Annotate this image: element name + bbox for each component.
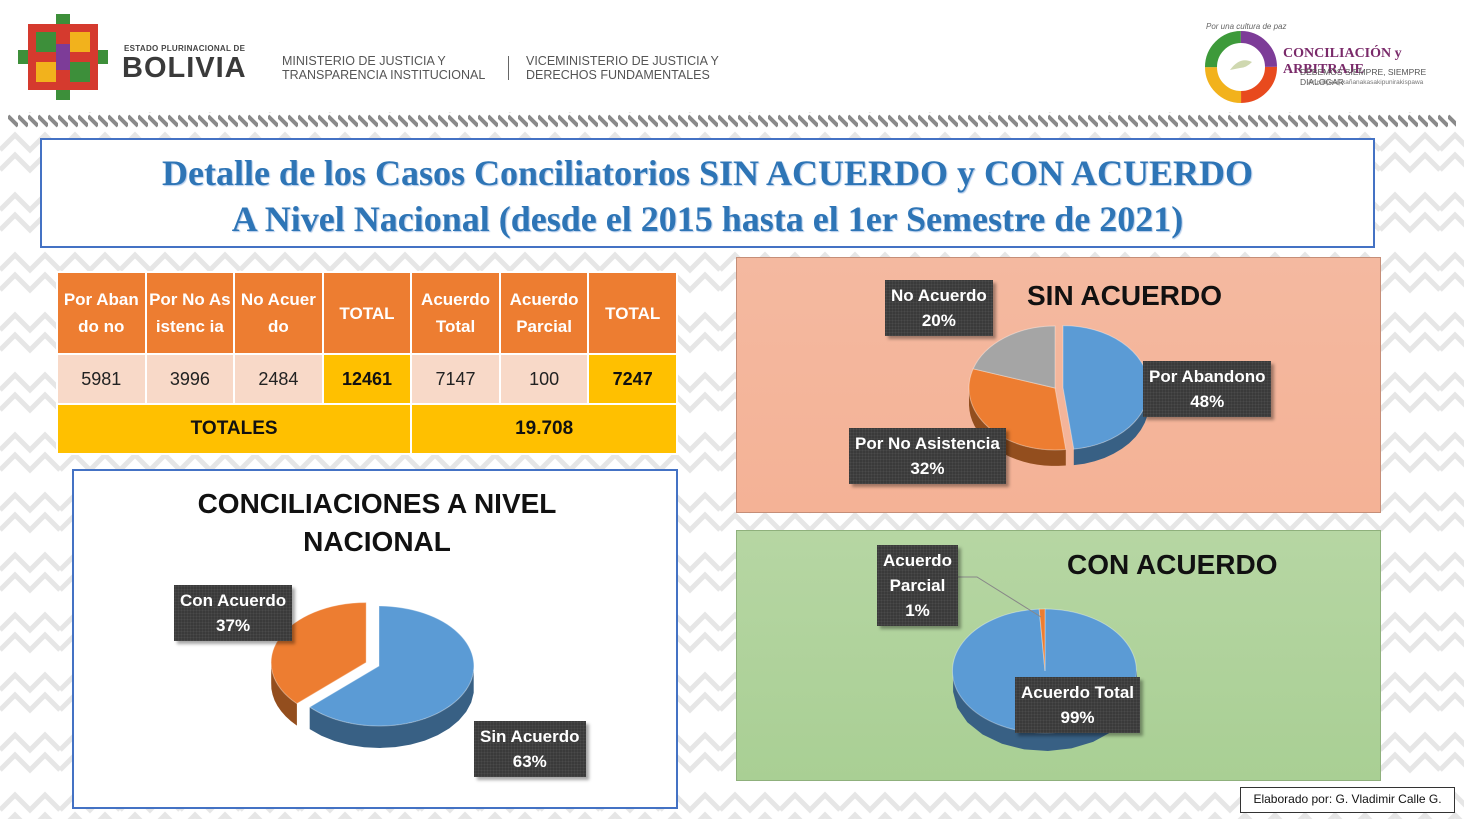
- th-total-con: TOTAL: [587, 271, 678, 355]
- nacional-slice-side-1: [271, 661, 297, 726]
- logo-tagline: Por una cultura de paz: [1206, 22, 1287, 31]
- main-title-box: Detalle de los Casos Conciliatorios SIN …: [40, 138, 1375, 248]
- cell-por-abandono: 5981: [56, 353, 147, 405]
- table-row: 5981 3996 2484 12461 7147 100 7247: [56, 353, 678, 405]
- data-label-con-acuerdo: Con Acuerdo 37%: [174, 585, 293, 641]
- con-acuerdo-slice-1: [1038, 608, 1046, 672]
- chart-title-sin-acuerdo: SIN ACUERDO: [1027, 280, 1222, 311]
- chart-panel-con-acuerdo: CON ACUERDO Acuerdo Parcial 1% Acuerdo T…: [736, 530, 1381, 781]
- cell-total-con: 7247: [587, 353, 678, 405]
- title-line-1: Detalle de los Casos Conciliatorios SIN …: [161, 153, 1254, 193]
- data-label-acuerdo-parcial: Acuerdo Parcial 1%: [877, 545, 958, 626]
- estado-plurinacional-text: ESTADO PLURINACIONAL DE: [124, 44, 246, 53]
- pie-chart-nacional: [270, 601, 475, 748]
- header-divider: [508, 56, 509, 80]
- chart-title-con-acuerdo: CON ACUERDO: [1067, 549, 1278, 580]
- table-header-row: Por Abando no Por No Asistenc ia No Acue…: [56, 271, 678, 355]
- totales-value: 19.708: [410, 403, 678, 455]
- label-con-acuerdo-name: Con Acuerdo: [180, 591, 287, 610]
- totales-label: TOTALES: [55, 403, 413, 455]
- data-label-acuerdo-total: Acuerdo Total 99%: [1015, 677, 1141, 733]
- conciliacion-ring-logo: [1205, 31, 1277, 103]
- credit-box: Elaborado por: G. Vladimir Calle G.: [1240, 787, 1455, 813]
- cell-acuerdo-total: 7147: [410, 353, 501, 405]
- th-acuerdo-parcial: Acuerdo Parcial: [498, 271, 590, 355]
- cell-por-no-asistencia: 3996: [144, 353, 236, 405]
- cell-no-acuerdo: 2484: [233, 353, 324, 405]
- label-por-abandono-name: Por Abandono: [1149, 367, 1266, 386]
- pie-chart-con-acuerdo: [952, 576, 1137, 751]
- ministerio-text: MINISTERIO DE JUSTICIA Y TRANSPARENCIA I…: [282, 54, 502, 82]
- label-con-acuerdo-pct: 37%: [216, 616, 251, 635]
- chart-panel-nacional: CONCILIACIONES A NIVEL NACIONAL Con Acue…: [72, 469, 678, 809]
- chart-title-nacional-line-1: CONCILIACIONES A NIVEL: [197, 488, 557, 519]
- label-por-no-asistencia-pct: 32%: [910, 459, 945, 478]
- title-line-2: A Nivel Nacional (desde el 2015 hasta el…: [231, 199, 1184, 239]
- th-por-abandono: Por Abando no: [56, 271, 147, 355]
- cases-table: Por Abando no Por No Asistenc ia No Acue…: [55, 271, 678, 455]
- logo-subtitle: DEBEMOS SIEMPRE, SIEMPRE DIALOGAR: [1300, 67, 1427, 87]
- cell-total-sin: 12461: [321, 353, 413, 405]
- table-totals-row: TOTALES 19.708: [55, 403, 678, 455]
- th-acuerdo-total: Acuerdo Total: [410, 271, 501, 355]
- cell-acuerdo-parcial: 100: [498, 353, 590, 405]
- label-no-acuerdo-name: No Acuerdo: [891, 286, 987, 305]
- sin-acuerdo-slice-side-0: [1073, 391, 1149, 466]
- sin-acuerdo-slice-2: [972, 325, 1056, 389]
- viceministerio-line-1: VICEMINISTERIO DE JUSTICIA Y: [526, 54, 719, 68]
- label-por-abandono-pct: 48%: [1190, 392, 1225, 411]
- th-por-no-asistencia: Por No Asistenc ia: [144, 271, 236, 355]
- label-no-acuerdo-pct: 20%: [921, 311, 956, 330]
- logo-subtitle-aymara: Arusiñpasipxañanakasakipunirakispawa: [1308, 79, 1424, 86]
- chart-panel-sin-acuerdo: SIN ACUERDO No Acuerdo 20% Por Abandono …: [736, 257, 1381, 513]
- label-acuerdo-total-pct: 99%: [1060, 708, 1095, 727]
- pie-chart-sin-acuerdo: [946, 325, 1150, 467]
- data-label-no-acuerdo: No Acuerdo 20%: [885, 280, 993, 336]
- chart-title-nacional-line-2: NACIONAL: [303, 526, 451, 557]
- viceministerio-line-2: DERECHOS FUNDAMENTALES: [526, 68, 710, 82]
- decorative-rope-divider: [8, 114, 1456, 128]
- label-acuerdo-parcial-pct: 1%: [905, 601, 930, 620]
- ministerio-line-2: TRANSPARENCIA INSTITUCIONAL: [282, 68, 486, 82]
- label-por-no-asistencia-name: Por No Asistencia: [855, 434, 1000, 453]
- leader-line-acuerdo-parcial: [957, 576, 1042, 618]
- label-sin-acuerdo-pct: 63%: [512, 752, 547, 771]
- ministerio-line-1: MINISTERIO DE JUSTICIA Y: [282, 54, 446, 68]
- label-acuerdo-total-name: Acuerdo Total: [1021, 683, 1135, 702]
- data-label-por-abandono: Por Abandono 48%: [1143, 361, 1272, 417]
- nacional-slice-0: [308, 605, 475, 727]
- data-label-por-no-asistencia: Por No Asistencia 32%: [849, 428, 1006, 484]
- th-no-acuerdo: No Acuerdo: [233, 271, 324, 355]
- chart-title-nacional: CONCILIACIONES A NIVEL NACIONAL: [74, 485, 680, 561]
- bolivia-wordmark: BOLIVIA: [122, 52, 247, 84]
- logo-title: CONCILIACIÓN y ARBITRAJE: [1283, 46, 1402, 77]
- bolivia-emblem-logo: [18, 14, 108, 100]
- label-acuerdo-parcial-name-2: Parcial: [889, 576, 946, 595]
- label-sin-acuerdo-name: Sin Acuerdo: [480, 727, 580, 746]
- nacional-slice-side-0: [309, 670, 474, 748]
- label-acuerdo-parcial-name-1: Acuerdo: [883, 551, 952, 570]
- header-bar: ESTADO PLURINACIONAL DE BOLIVIA MINISTER…: [0, 0, 1464, 112]
- th-total-sin: TOTAL: [321, 271, 413, 355]
- data-label-sin-acuerdo: Sin Acuerdo 63%: [474, 721, 586, 777]
- viceministerio-text: VICEMINISTERIO DE JUSTICIA Y DERECHOS FU…: [526, 54, 746, 82]
